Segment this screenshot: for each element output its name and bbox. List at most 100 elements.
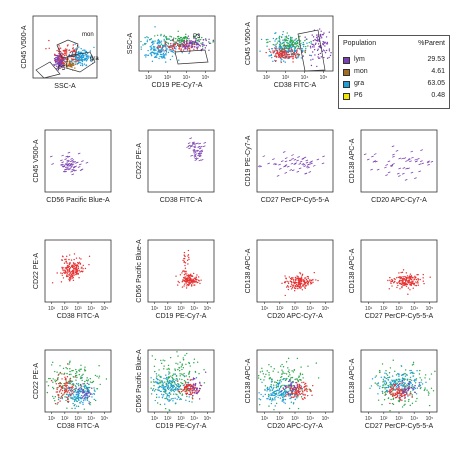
data-point [420, 160, 423, 163]
data-point [204, 47, 207, 49]
data-point [160, 34, 162, 37]
data-point [75, 61, 77, 63]
data-point [68, 53, 70, 55]
data-point [71, 387, 73, 390]
data-point [286, 393, 288, 396]
data-point [428, 392, 430, 395]
data-point [198, 155, 202, 158]
data-point [161, 385, 164, 387]
data-point [82, 54, 85, 57]
data-point [73, 64, 75, 66]
data-point [410, 386, 413, 389]
data-point [291, 42, 294, 44]
data-point [197, 152, 201, 155]
data-point [184, 271, 186, 273]
data-point [389, 382, 392, 385]
data-point [401, 172, 405, 175]
data-point [185, 375, 187, 377]
data-point [307, 277, 309, 280]
legend-header-parent: %Parent [418, 40, 445, 47]
data-point [93, 387, 95, 389]
data-point [328, 31, 330, 33]
data-point [154, 52, 156, 54]
data-point [262, 395, 264, 398]
data-point [71, 397, 73, 400]
data-point [145, 54, 147, 56]
data-point [194, 371, 197, 373]
data-point [273, 163, 276, 165]
data-point [56, 65, 58, 67]
data-point [204, 38, 207, 40]
data-point [398, 395, 401, 397]
data-point [285, 55, 287, 57]
data-point [268, 387, 271, 389]
data-point [289, 44, 291, 47]
data-point [285, 50, 288, 52]
x-axis-label: CD19 PE-Cy7-A [152, 82, 203, 89]
data-point [188, 52, 190, 55]
data-point [299, 379, 301, 381]
data-point [181, 281, 183, 283]
data-point [195, 149, 199, 152]
data-point [321, 37, 323, 39]
data-point [315, 279, 317, 281]
data-point [293, 281, 296, 284]
data-point [405, 276, 408, 279]
data-point [382, 384, 384, 386]
data-point [171, 386, 174, 388]
data-point [427, 160, 430, 163]
data-point [300, 42, 302, 44]
data-point [410, 369, 412, 372]
data-point [288, 276, 291, 278]
data-point [173, 388, 176, 391]
data-point [179, 398, 181, 401]
data-point [173, 41, 175, 43]
data-point [418, 170, 421, 173]
data-point [169, 58, 172, 61]
data-point [68, 258, 70, 261]
data-point [418, 373, 421, 375]
data-point [275, 45, 277, 47]
data-point [393, 383, 396, 386]
y-axis-label: CD56 Pacific Blue-A [136, 239, 143, 303]
data-point [184, 267, 187, 269]
data-point [260, 38, 263, 41]
data-point [81, 64, 84, 67]
data-point [68, 49, 70, 52]
data-point [154, 46, 156, 48]
data-point [290, 48, 292, 51]
x-tick-label: 10¹ [151, 306, 159, 312]
data-point [93, 389, 96, 391]
data-point [405, 278, 408, 280]
data-point [162, 54, 164, 56]
x-tick-label: 10¹ [151, 416, 159, 422]
data-point [75, 55, 77, 58]
data-point [77, 391, 79, 394]
data-point [158, 42, 161, 44]
data-point [165, 51, 168, 53]
data-point [270, 385, 272, 388]
legend-name-gra: gra [354, 80, 365, 87]
data-point [407, 394, 409, 396]
data-point [78, 370, 81, 372]
data-point [290, 56, 292, 58]
data-point [304, 394, 306, 396]
data-point [427, 394, 430, 396]
data-point [300, 279, 303, 281]
data-point [374, 160, 378, 163]
data-point [167, 51, 170, 54]
data-point [179, 274, 182, 276]
data-point [142, 44, 144, 46]
data-point [55, 391, 57, 393]
data-point [263, 379, 265, 381]
data-point [196, 150, 200, 152]
data-point [307, 276, 310, 278]
data-point [77, 56, 80, 58]
data-point [60, 58, 63, 61]
data-point [392, 380, 394, 382]
data-point [205, 39, 207, 42]
data-point [66, 393, 68, 395]
data-point [159, 53, 162, 56]
data-point [285, 46, 288, 49]
